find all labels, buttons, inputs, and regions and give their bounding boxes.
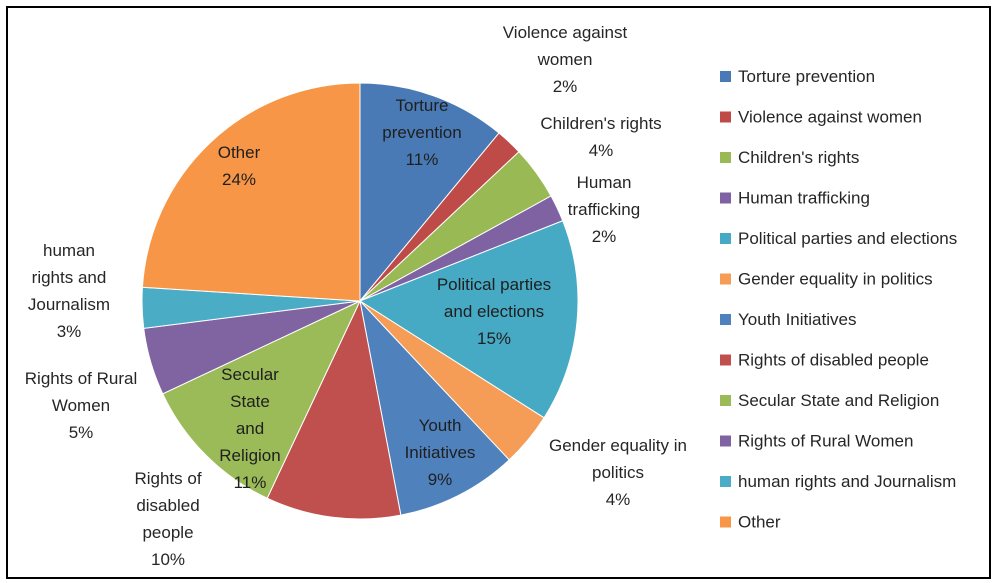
legend-label: Gender equality in politics <box>738 270 933 289</box>
chart-frame: Torture prevention 11% Violence against wome… <box>6 6 991 579</box>
legend-label: Secular State and Religion <box>738 391 939 410</box>
legend-label: Torture prevention <box>738 67 875 86</box>
legend-swatch <box>720 111 731 123</box>
pie-slice-other <box>141 82 361 302</box>
slice-label-gender-equality-in-politics: Gender equality in politics 4% <box>549 436 687 509</box>
slice-label-human-trafficking: Human trafficking 2% <box>568 173 640 246</box>
slice-label-other: Other 24% <box>218 143 261 189</box>
legend-label: Other <box>738 513 781 532</box>
legend-label: Children's rights <box>738 148 859 167</box>
legend-swatch <box>720 354 731 366</box>
legend-swatch <box>720 192 731 204</box>
legend-label: Youth Initiatives <box>738 310 856 329</box>
slice-label-children-s-rights: Children's rights 4% <box>540 114 661 160</box>
slice-label-violence-against-women: Violence against women 2% <box>503 23 628 96</box>
slice-label-secular-state-and-religion: Secular State and Religion 11% <box>219 365 280 492</box>
pie-slice-torture-prevention <box>359 82 500 303</box>
pie-slice-youth-initiatives <box>359 299 510 516</box>
legend-swatch <box>720 273 731 285</box>
legend-label: Political parties and elections <box>738 229 957 248</box>
legend-label: Rights of Rural Women <box>738 432 913 451</box>
pie-slices <box>141 82 579 520</box>
legend-swatch <box>720 71 731 82</box>
slice-labels: Torture prevention 11% Violence against wome… <box>25 23 687 569</box>
slice-label-rights-of-rural-women: Rights of Rural Women 5% <box>25 369 137 442</box>
legend-swatch <box>720 152 731 163</box>
legend-swatch <box>720 435 731 447</box>
slice-label-torture-prevention: Torture prevention 11% <box>382 96 461 169</box>
pie-slice-political-parties-and-elections <box>358 220 579 419</box>
legend: Torture prevention Violence against women… <box>720 67 957 532</box>
slice-label-youth-initiatives: Youth Initiatives 9% <box>405 416 476 489</box>
legend-swatch <box>720 516 731 528</box>
legend-label: Violence against women <box>738 108 922 127</box>
legend-swatch <box>720 314 731 325</box>
legend-swatch <box>720 233 731 244</box>
pie-chart: Torture prevention 11% Violence against wome… <box>25 23 957 569</box>
legend-label: human rights and Journalism <box>738 472 956 491</box>
legend-swatch <box>720 476 731 487</box>
pie-slice-rights-of-disabled-people <box>266 299 402 520</box>
slice-label-rights-of-disabled-people: Rights of disabled people 10% <box>134 469 201 569</box>
slice-label-political-parties-and-elections: Political parties and elections 15% <box>437 275 551 348</box>
slice-label-human-rights-and-journalism: human rights and Journalism 3% <box>28 241 110 341</box>
pie-slice-secular-state-and-religion <box>162 299 362 499</box>
legend-label: Human trafficking <box>738 189 870 208</box>
legend-label: Rights of disabled people <box>738 351 929 370</box>
legend-swatch <box>720 395 731 406</box>
